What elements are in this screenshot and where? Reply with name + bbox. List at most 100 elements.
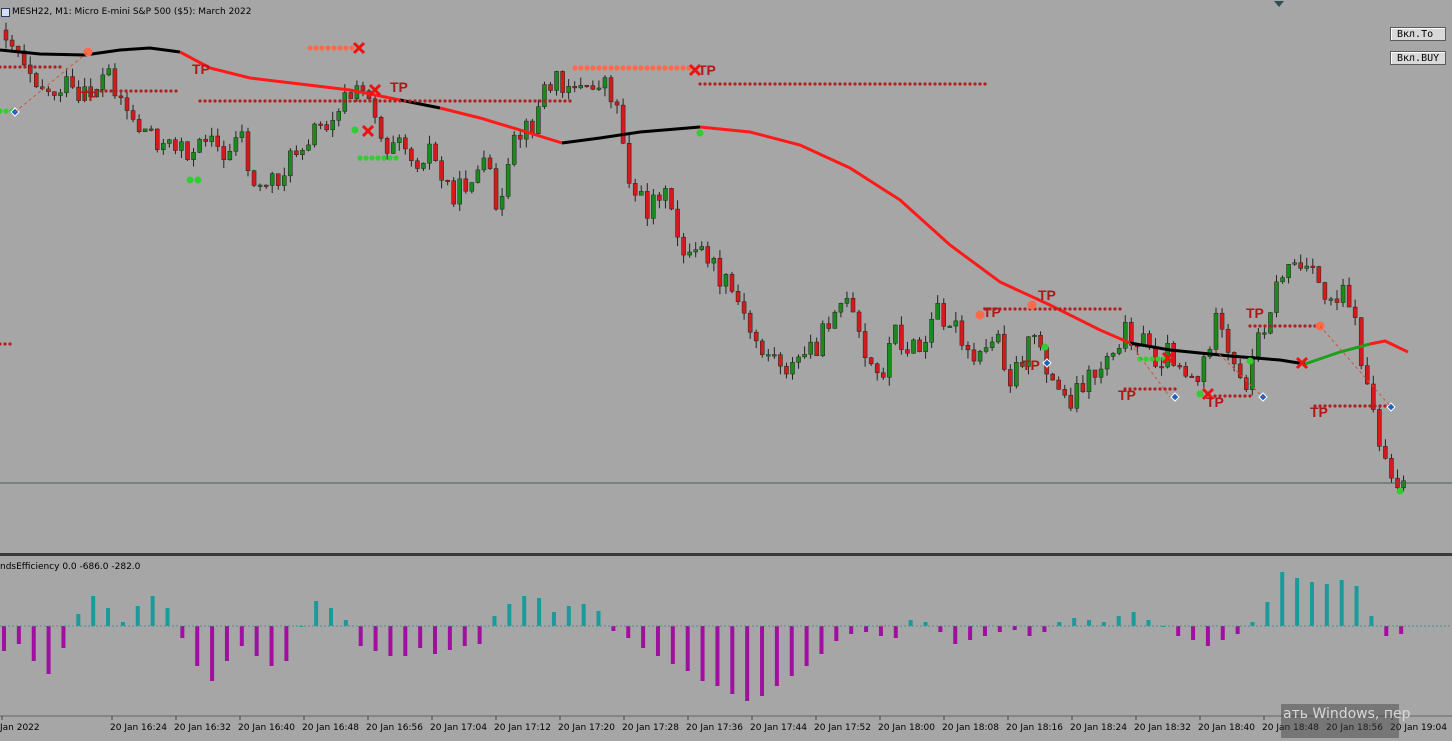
candle-body	[58, 92, 63, 96]
signal-dot	[1396, 487, 1404, 495]
candle-body	[161, 143, 166, 150]
toggle-top-button[interactable]: Вкл.То	[1390, 27, 1446, 41]
signal-dot	[1063, 307, 1067, 311]
candle-body	[251, 170, 257, 186]
candle-body	[324, 124, 329, 131]
signal-dot	[696, 129, 704, 137]
histogram-bar	[537, 598, 542, 626]
candle-body	[1068, 394, 1074, 409]
signal-dot	[358, 99, 362, 103]
signal-dot	[813, 82, 817, 86]
signal-dot	[159, 89, 163, 93]
signal-dot	[33, 65, 37, 69]
exit-cross-icon	[1201, 387, 1215, 401]
signal-dot	[602, 65, 608, 71]
signal-dot	[620, 65, 626, 71]
signal-dot	[248, 99, 252, 103]
signal-dot	[708, 82, 712, 86]
candle-body	[1086, 369, 1092, 393]
indicator-separator	[0, 553, 1452, 556]
signal-dot	[383, 99, 387, 103]
candle-body	[989, 341, 995, 348]
time-tick-label: 20 Jan 18:24	[1070, 723, 1127, 733]
ma-red-segment	[439, 106, 563, 145]
signal-dot	[1308, 324, 1312, 328]
toggle-buy-button[interactable]: Вкл.BUY	[1390, 51, 1446, 65]
histogram-bar	[1384, 626, 1389, 636]
signal-dot	[1038, 307, 1042, 311]
candle-body	[1280, 277, 1285, 283]
signal-dot	[109, 89, 113, 93]
signal-dot	[0, 108, 3, 114]
candle-body	[899, 324, 904, 350]
ma-green-segment	[1304, 342, 1371, 366]
time-tick-label: 20 Jan 18:08	[942, 723, 999, 733]
signal-dot	[99, 89, 103, 93]
signal-dot	[1143, 356, 1149, 362]
signal-dot	[313, 99, 317, 103]
candle-body	[1104, 356, 1110, 370]
signal-dot	[1253, 324, 1257, 328]
scroll-marker-icon[interactable]	[1274, 1, 1284, 7]
candle-body	[94, 89, 99, 98]
histogram-bar	[314, 601, 319, 626]
signal-dot	[913, 82, 917, 86]
signal-dot	[84, 89, 88, 93]
signal-dot	[308, 99, 312, 103]
candle-body	[1328, 298, 1334, 301]
candle-body	[1032, 335, 1037, 338]
signal-dot	[1149, 356, 1155, 362]
signal-dot	[13, 65, 17, 69]
candle-body	[760, 340, 765, 355]
signal-dot	[1303, 324, 1307, 328]
candle-body	[657, 194, 662, 201]
candle-body	[167, 139, 172, 144]
signal-dot	[808, 82, 812, 86]
candle-body	[554, 71, 559, 91]
candle-body	[142, 128, 148, 132]
candle-body	[802, 354, 807, 358]
candle-body	[1256, 332, 1261, 357]
candle-body	[917, 339, 922, 352]
signal-dot	[8, 65, 12, 69]
entry-diamond-icon	[1170, 392, 1180, 402]
candle-body	[1268, 312, 1273, 334]
candle-body	[1177, 365, 1182, 368]
candle-body	[106, 68, 112, 76]
tp-label: TP	[698, 62, 716, 78]
signal-dot	[0, 342, 2, 346]
signal-dot	[1368, 404, 1372, 408]
candle-body	[1244, 377, 1249, 390]
candle-body	[687, 251, 692, 256]
candle-body	[995, 333, 1001, 343]
histogram-bar	[685, 626, 690, 671]
signal-dot	[853, 82, 857, 86]
chart-window-icon	[1, 8, 10, 17]
signal-dot	[528, 99, 532, 103]
signal-dot	[798, 82, 802, 86]
candle-body	[439, 160, 444, 181]
signal-dot	[983, 82, 987, 86]
signal-dot	[718, 82, 722, 86]
candle-body	[602, 77, 608, 89]
signal-dot	[351, 126, 359, 134]
candle-body	[257, 184, 263, 187]
candle-body	[403, 137, 408, 150]
signal-dot	[463, 99, 467, 103]
signal-dot	[538, 99, 542, 103]
signal-dot	[1343, 404, 1347, 408]
candle-body	[185, 141, 190, 160]
signal-dot	[353, 99, 357, 103]
candle-body	[536, 106, 541, 134]
candle-body	[1389, 458, 1394, 479]
candle-body	[118, 95, 124, 99]
histogram-bar	[507, 604, 512, 626]
candle-body	[838, 303, 844, 313]
histogram-bar	[1369, 616, 1374, 626]
candle-body	[572, 86, 577, 89]
histogram-bar	[239, 626, 244, 646]
candle-body	[929, 318, 934, 343]
signal-dot	[558, 99, 562, 103]
candle-body	[1062, 389, 1067, 396]
